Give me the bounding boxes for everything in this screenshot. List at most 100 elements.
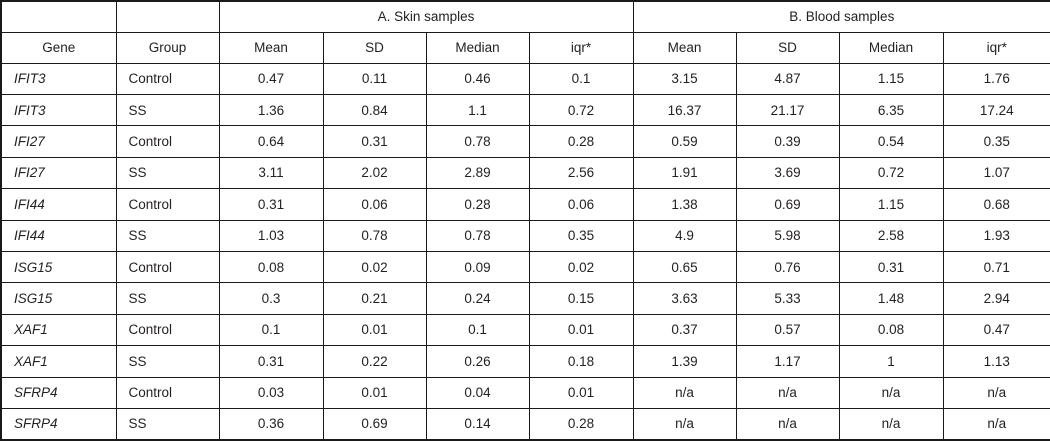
skin-value-cell: 0.31 bbox=[218, 345, 324, 378]
table-row: ISG15 SS 0.3 0.21 0.24 0.15 3.63 5.33 1.48 2.94 bbox=[0, 282, 1050, 315]
table-row: IFI44 Control 0.31 0.06 0.28 0.06 1.38 0.69 1.15… bbox=[0, 188, 1050, 221]
gene-cell: IFI27 bbox=[0, 156, 117, 190]
table-body: IFIT3 Control 0.47 0.11 0.46 0.1 3.15 4.87 1.15 1… bbox=[0, 62, 1050, 441]
skin-value-cell: 0.28 bbox=[528, 125, 634, 158]
blood-value-cell: 0.76 bbox=[735, 250, 840, 284]
group-cell: SS bbox=[115, 93, 220, 127]
group-cell: Control bbox=[115, 376, 220, 409]
skin-value-cell: 0.28 bbox=[528, 407, 634, 441]
blood-value-cell: 0.37 bbox=[632, 313, 737, 347]
skin-value-cell: 0.31 bbox=[322, 125, 427, 158]
skin-value-cell: 0.1 bbox=[425, 313, 530, 347]
blood-value-cell: 2.58 bbox=[838, 219, 944, 252]
blood-sd-column-header: SD bbox=[735, 31, 840, 64]
skin-value-cell: 3.11 bbox=[218, 156, 324, 190]
table-row: IFI44 SS 1.03 0.78 0.78 0.35 4.9 5.98 2.58 1.93 bbox=[0, 219, 1050, 252]
skin-value-cell: 0.14 bbox=[425, 407, 530, 441]
blood-value-cell: n/a bbox=[632, 376, 737, 409]
skin-median-column-header: Median bbox=[425, 31, 530, 64]
skin-value-cell: 0.78 bbox=[425, 125, 530, 158]
skin-value-cell: 0.02 bbox=[528, 250, 634, 284]
skin-value-cell: 0.1 bbox=[528, 62, 634, 95]
skin-value-cell: 0.28 bbox=[425, 188, 530, 221]
skin-value-cell: 0.21 bbox=[322, 282, 427, 315]
blood-value-cell: 0.35 bbox=[942, 125, 1050, 158]
skin-sd-column-header: SD bbox=[322, 31, 427, 64]
blood-value-cell: 0.47 bbox=[942, 313, 1050, 347]
gene-cell: ISG15 bbox=[0, 282, 117, 315]
skin-value-cell: 0.06 bbox=[322, 188, 427, 221]
empty-header-cell bbox=[115, 0, 220, 33]
skin-value-cell: 0.46 bbox=[425, 62, 530, 95]
table-row: ISG15 Control 0.08 0.02 0.09 0.02 0.65 0.76 0.31… bbox=[0, 250, 1050, 284]
blood-value-cell: 1.48 bbox=[838, 282, 944, 315]
skin-value-cell: 0.64 bbox=[218, 125, 324, 158]
blood-value-cell: n/a bbox=[632, 407, 737, 441]
skin-value-cell: 0.01 bbox=[322, 376, 427, 409]
blood-value-cell: n/a bbox=[838, 407, 944, 441]
skin-value-cell: 2.02 bbox=[322, 156, 427, 190]
blood-value-cell: 0.69 bbox=[735, 188, 840, 221]
blood-value-cell: n/a bbox=[735, 407, 840, 441]
gene-column-header: Gene bbox=[0, 31, 117, 64]
gene-cell: IFIT3 bbox=[0, 62, 117, 95]
table-row: SFRP4 Control 0.03 0.01 0.04 0.01 n/a n/a n/a n/a bbox=[0, 376, 1050, 409]
blood-value-cell: 1.38 bbox=[632, 188, 737, 221]
table-row: IFI27 SS 3.11 2.02 2.89 2.56 1.91 3.69 0.72 1.07 bbox=[0, 156, 1050, 190]
skin-value-cell: 1.03 bbox=[218, 219, 324, 252]
blood-value-cell: 1 bbox=[838, 345, 944, 378]
skin-value-cell: 0.11 bbox=[322, 62, 427, 95]
gene-cell: ISG15 bbox=[0, 250, 117, 284]
blood-value-cell: 5.33 bbox=[735, 282, 840, 315]
gene-cell: SFRP4 bbox=[0, 376, 117, 409]
skin-mean-column-header: Mean bbox=[218, 31, 324, 64]
skin-value-cell: 0.22 bbox=[322, 345, 427, 378]
skin-value-cell: 0.3 bbox=[218, 282, 324, 315]
skin-value-cell: 0.04 bbox=[425, 376, 530, 409]
blood-value-cell: 16.37 bbox=[632, 93, 737, 127]
skin-iqr-column-header: iqr* bbox=[528, 31, 634, 64]
blood-value-cell: 5.98 bbox=[735, 219, 840, 252]
blood-mean-column-header: Mean bbox=[632, 31, 737, 64]
gene-cell: IFI44 bbox=[0, 188, 117, 221]
skin-value-cell: 0.31 bbox=[218, 188, 324, 221]
blood-value-cell: 0.54 bbox=[838, 125, 944, 158]
blood-value-cell: 0.39 bbox=[735, 125, 840, 158]
skin-value-cell: 1.1 bbox=[425, 93, 530, 127]
skin-value-cell: 0.84 bbox=[322, 93, 427, 127]
blood-value-cell: 21.17 bbox=[735, 93, 840, 127]
blood-value-cell: 4.9 bbox=[632, 219, 737, 252]
blood-value-cell: 0.68 bbox=[942, 188, 1050, 221]
skin-value-cell: 0.08 bbox=[218, 250, 324, 284]
group-cell: Control bbox=[115, 188, 220, 221]
group-cell: SS bbox=[115, 345, 220, 378]
blood-value-cell: 1.15 bbox=[838, 188, 944, 221]
table-row: IFIT3 SS 1.36 0.84 1.1 0.72 16.37 21.17 6.35 17.2… bbox=[0, 93, 1050, 127]
table-row: IFIT3 Control 0.47 0.11 0.46 0.1 3.15 4.87 1.15 1… bbox=[0, 62, 1050, 95]
blood-value-cell: 1.17 bbox=[735, 345, 840, 378]
group-cell: SS bbox=[115, 407, 220, 441]
blood-value-cell: 0.72 bbox=[838, 156, 944, 190]
gene-cell: IFI44 bbox=[0, 219, 117, 252]
blood-value-cell: 0.08 bbox=[838, 313, 944, 347]
gene-cell: SFRP4 bbox=[0, 407, 117, 441]
blood-value-cell: n/a bbox=[838, 376, 944, 409]
table-row: SFRP4 SS 0.36 0.69 0.14 0.28 n/a n/a n/a n/a bbox=[0, 407, 1050, 441]
blood-value-cell: 0.59 bbox=[632, 125, 737, 158]
skin-value-cell: 2.56 bbox=[528, 156, 634, 190]
column-header-row: Gene Group Mean SD Median iqr* Mean SD M… bbox=[0, 31, 1050, 64]
group-column-header: Group bbox=[115, 31, 220, 64]
skin-value-cell: 0.01 bbox=[528, 313, 634, 347]
group-cell: Control bbox=[115, 313, 220, 347]
section-header-row: A. Skin samples B. Blood samples bbox=[0, 0, 1050, 33]
skin-value-cell: 0.69 bbox=[322, 407, 427, 441]
skin-value-cell: 0.03 bbox=[218, 376, 324, 409]
skin-value-cell: 0.72 bbox=[528, 93, 634, 127]
skin-value-cell: 0.78 bbox=[322, 219, 427, 252]
blood-value-cell: 1.91 bbox=[632, 156, 737, 190]
skin-value-cell: 0.47 bbox=[218, 62, 324, 95]
blood-iqr-column-header: iqr* bbox=[942, 31, 1050, 64]
skin-value-cell: 0.26 bbox=[425, 345, 530, 378]
